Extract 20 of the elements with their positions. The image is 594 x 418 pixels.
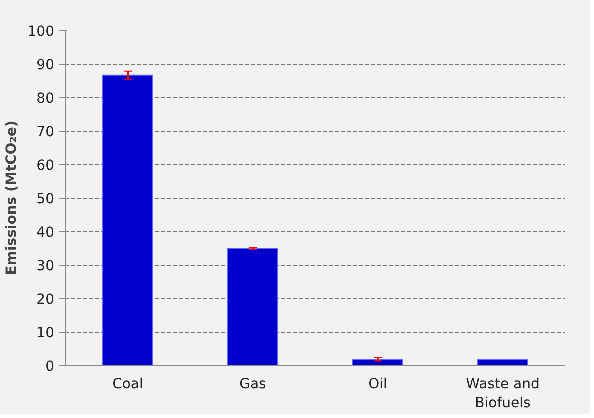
y-tick-label: 20 (36, 292, 55, 308)
y-tick-label: 40 (36, 225, 55, 241)
bar (478, 358, 528, 366)
x-tick-label: Coal (112, 376, 144, 392)
y-tick-label: 100 (28, 24, 55, 40)
bar (228, 248, 278, 366)
bar (102, 74, 154, 366)
y-axis-title: Emissions (MtCO₂e) (4, 120, 20, 276)
y-tick-label: 90 (36, 58, 55, 74)
y-tick-label: 80 (36, 91, 55, 107)
y-tick-label: 10 (36, 326, 55, 342)
y-tick-label: 70 (36, 124, 55, 140)
x-tick-label: Oil (368, 376, 388, 392)
bar (352, 358, 404, 366)
x-tick-label: Gas (240, 376, 266, 392)
y-tick-label: 0 (46, 359, 55, 375)
x-tick-label: Waste and Biofuels (466, 376, 540, 412)
y-tick-label: 50 (36, 192, 55, 208)
y-tick-label: 60 (36, 158, 55, 174)
y-tick-label: 30 (36, 258, 55, 274)
